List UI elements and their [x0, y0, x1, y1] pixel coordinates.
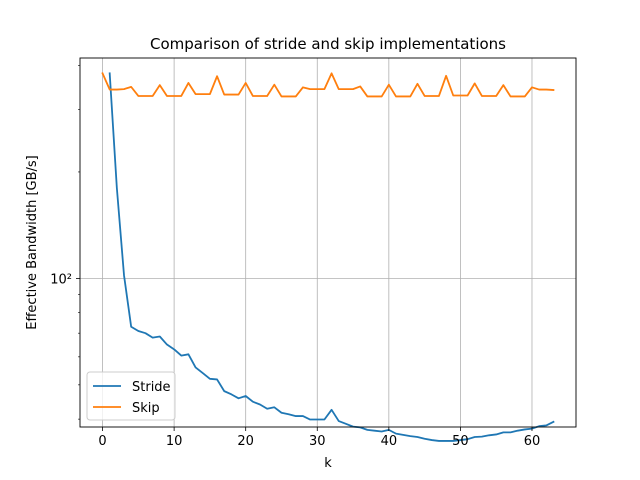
series-line-skip — [101, 72, 555, 98]
x-tick-label: 0 — [98, 434, 106, 449]
y-axis-ticks: 10² — [50, 65, 80, 420]
series-line-stride — [108, 72, 555, 442]
legend-box — [86, 371, 176, 421]
grid-lines — [80, 58, 576, 427]
x-axis-label: k — [324, 456, 332, 471]
legend-stride-label: Stride — [132, 380, 171, 395]
x-tick-label: 10 — [166, 434, 183, 449]
plot-frame — [79, 57, 577, 428]
y-axis-label: Effective Bandwidth [GB/s] — [25, 155, 40, 329]
y-tick-label: 10² — [50, 272, 72, 287]
series-lines — [101, 72, 555, 442]
x-tick-label: 30 — [309, 434, 326, 449]
x-tick-label: 20 — [237, 434, 254, 449]
legend: Stride Skip — [86, 371, 176, 421]
chart-title: Comparison of stride and skip implementa… — [150, 35, 506, 53]
legend-skip-label: Skip — [132, 401, 160, 416]
x-tick-label: 60 — [524, 434, 541, 449]
x-tick-label: 40 — [381, 434, 398, 449]
x-axis-ticks: 0 10 20 30 40 50 60 — [98, 427, 540, 449]
plot-area — [80, 58, 576, 427]
x-tick-label: 50 — [452, 434, 469, 449]
